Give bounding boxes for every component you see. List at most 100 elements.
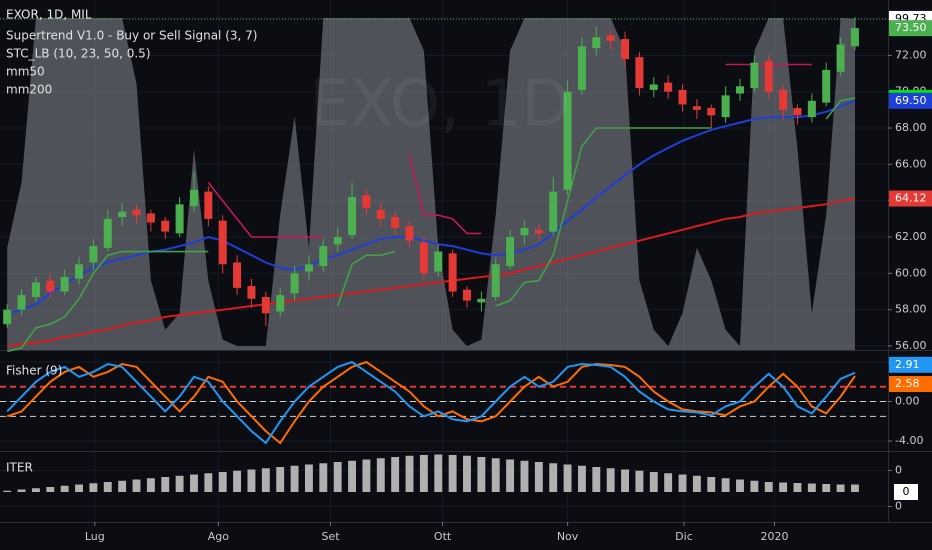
histogram-bar bbox=[89, 483, 98, 492]
histogram-bar bbox=[333, 462, 342, 492]
iter-title[interactable]: ITER bbox=[6, 461, 33, 475]
candle-body bbox=[649, 84, 658, 90]
candle-body bbox=[822, 69, 831, 103]
candle-body bbox=[621, 39, 630, 60]
histogram-bar bbox=[362, 459, 371, 492]
candle-body bbox=[376, 209, 385, 219]
stc-area bbox=[7, 18, 856, 350]
value-badge-label: 0 bbox=[903, 485, 910, 498]
mm200-line bbox=[7, 197, 856, 347]
histogram-bar bbox=[75, 484, 83, 492]
candle-body bbox=[664, 82, 673, 92]
price-badge bbox=[889, 92, 932, 109]
histogram-bar bbox=[31, 488, 40, 492]
value-badge bbox=[889, 356, 932, 373]
candle-body bbox=[549, 191, 558, 232]
candle-body bbox=[678, 89, 687, 105]
candle-body bbox=[779, 89, 788, 110]
candle-body bbox=[405, 226, 414, 241]
candle-body bbox=[333, 237, 342, 245]
y-tick-label: 58.00 bbox=[895, 303, 927, 316]
candle-body bbox=[462, 289, 471, 301]
legend-mm50[interactable]: mm50 bbox=[6, 65, 45, 79]
candle-body bbox=[118, 211, 127, 218]
y-tick-label: 68.00 bbox=[895, 121, 927, 134]
fisher-line bbox=[6, 360, 856, 445]
histogram-bar bbox=[635, 470, 644, 492]
histogram-bar bbox=[17, 489, 26, 492]
histogram-bar bbox=[721, 478, 730, 492]
histogram-bar bbox=[233, 470, 242, 492]
y-tick-label: 60.00 bbox=[895, 266, 927, 279]
supertrend-up bbox=[7, 97, 856, 353]
histogram-bar bbox=[290, 465, 299, 492]
value-badge bbox=[894, 484, 918, 500]
histogram-bar bbox=[60, 485, 69, 492]
histogram-bar bbox=[520, 460, 529, 492]
histogram-bar bbox=[448, 455, 457, 492]
histogram-bar bbox=[463, 455, 471, 492]
value-badge bbox=[889, 376, 932, 393]
candle-body bbox=[290, 273, 299, 294]
candle-body bbox=[506, 237, 515, 267]
candle-body bbox=[606, 35, 615, 41]
histogram-bar bbox=[807, 483, 816, 492]
histogram-bar bbox=[606, 468, 615, 492]
x-tick-label: Set bbox=[321, 530, 340, 543]
histogram-bar bbox=[534, 462, 543, 492]
legend-supertrend[interactable]: Supertrend V1.0 - Buy or Sell Signal (3,… bbox=[6, 29, 257, 43]
candle-body bbox=[146, 213, 155, 223]
histogram-bar bbox=[779, 482, 788, 492]
price-badge bbox=[889, 190, 932, 207]
candle-body bbox=[692, 106, 701, 110]
y-tick-label: 0.00 bbox=[895, 395, 920, 408]
y-tick-label: 62.00 bbox=[895, 230, 927, 243]
candle-body bbox=[750, 62, 759, 89]
y-tick-label: 56.00 bbox=[895, 339, 927, 352]
candle-body bbox=[520, 227, 529, 236]
legend-stc[interactable]: STC_LB (10, 23, 50, 0.5) bbox=[6, 47, 151, 61]
symbol-title: EXOR, 1D, MIL bbox=[6, 8, 92, 22]
candle-body bbox=[635, 57, 644, 89]
histogram-bar bbox=[405, 455, 414, 492]
histogram-bar bbox=[577, 465, 586, 492]
candle-body bbox=[89, 246, 98, 263]
candle-body bbox=[218, 220, 227, 265]
histogram-bar bbox=[132, 479, 141, 492]
histogram-bar bbox=[103, 482, 112, 492]
candle-body bbox=[304, 264, 313, 272]
x-tick-label: Ott bbox=[434, 530, 452, 543]
price-badge bbox=[889, 20, 932, 37]
candle-body bbox=[75, 264, 84, 279]
histogram-bar bbox=[118, 480, 127, 492]
candle-body bbox=[161, 220, 170, 232]
y-tick-label: -4.00 bbox=[895, 434, 923, 447]
candle-body bbox=[233, 262, 242, 288]
price-badge-label: 64.12 bbox=[895, 192, 927, 205]
candle-body bbox=[534, 229, 543, 234]
candle-body bbox=[764, 60, 773, 92]
legend-mm200[interactable]: mm200 bbox=[6, 83, 52, 97]
candle-body bbox=[477, 298, 486, 303]
watermark: EXO, 1D bbox=[309, 68, 570, 142]
histogram-bar bbox=[419, 455, 428, 492]
histogram-bar bbox=[3, 490, 12, 492]
x-tick-label: Lug bbox=[85, 530, 105, 543]
candle-body bbox=[491, 264, 500, 297]
price-badge-label: 73.50 bbox=[895, 21, 927, 34]
candle-body bbox=[46, 280, 55, 292]
histogram-bar bbox=[204, 473, 213, 492]
value-badge-label: 2.91 bbox=[895, 358, 920, 371]
histogram-bar bbox=[649, 472, 658, 492]
histogram-bar bbox=[621, 469, 629, 492]
histogram-bar bbox=[736, 479, 744, 492]
fisher-title[interactable]: Fisher (9) bbox=[6, 364, 62, 378]
histogram-bar bbox=[46, 487, 55, 492]
candle-body bbox=[736, 86, 744, 94]
candle-body bbox=[362, 195, 371, 208]
x-tick-label: Dic bbox=[675, 530, 693, 543]
value-badge-label: 2.58 bbox=[895, 377, 920, 390]
candle-body bbox=[3, 309, 12, 325]
histogram-bar bbox=[247, 469, 256, 492]
